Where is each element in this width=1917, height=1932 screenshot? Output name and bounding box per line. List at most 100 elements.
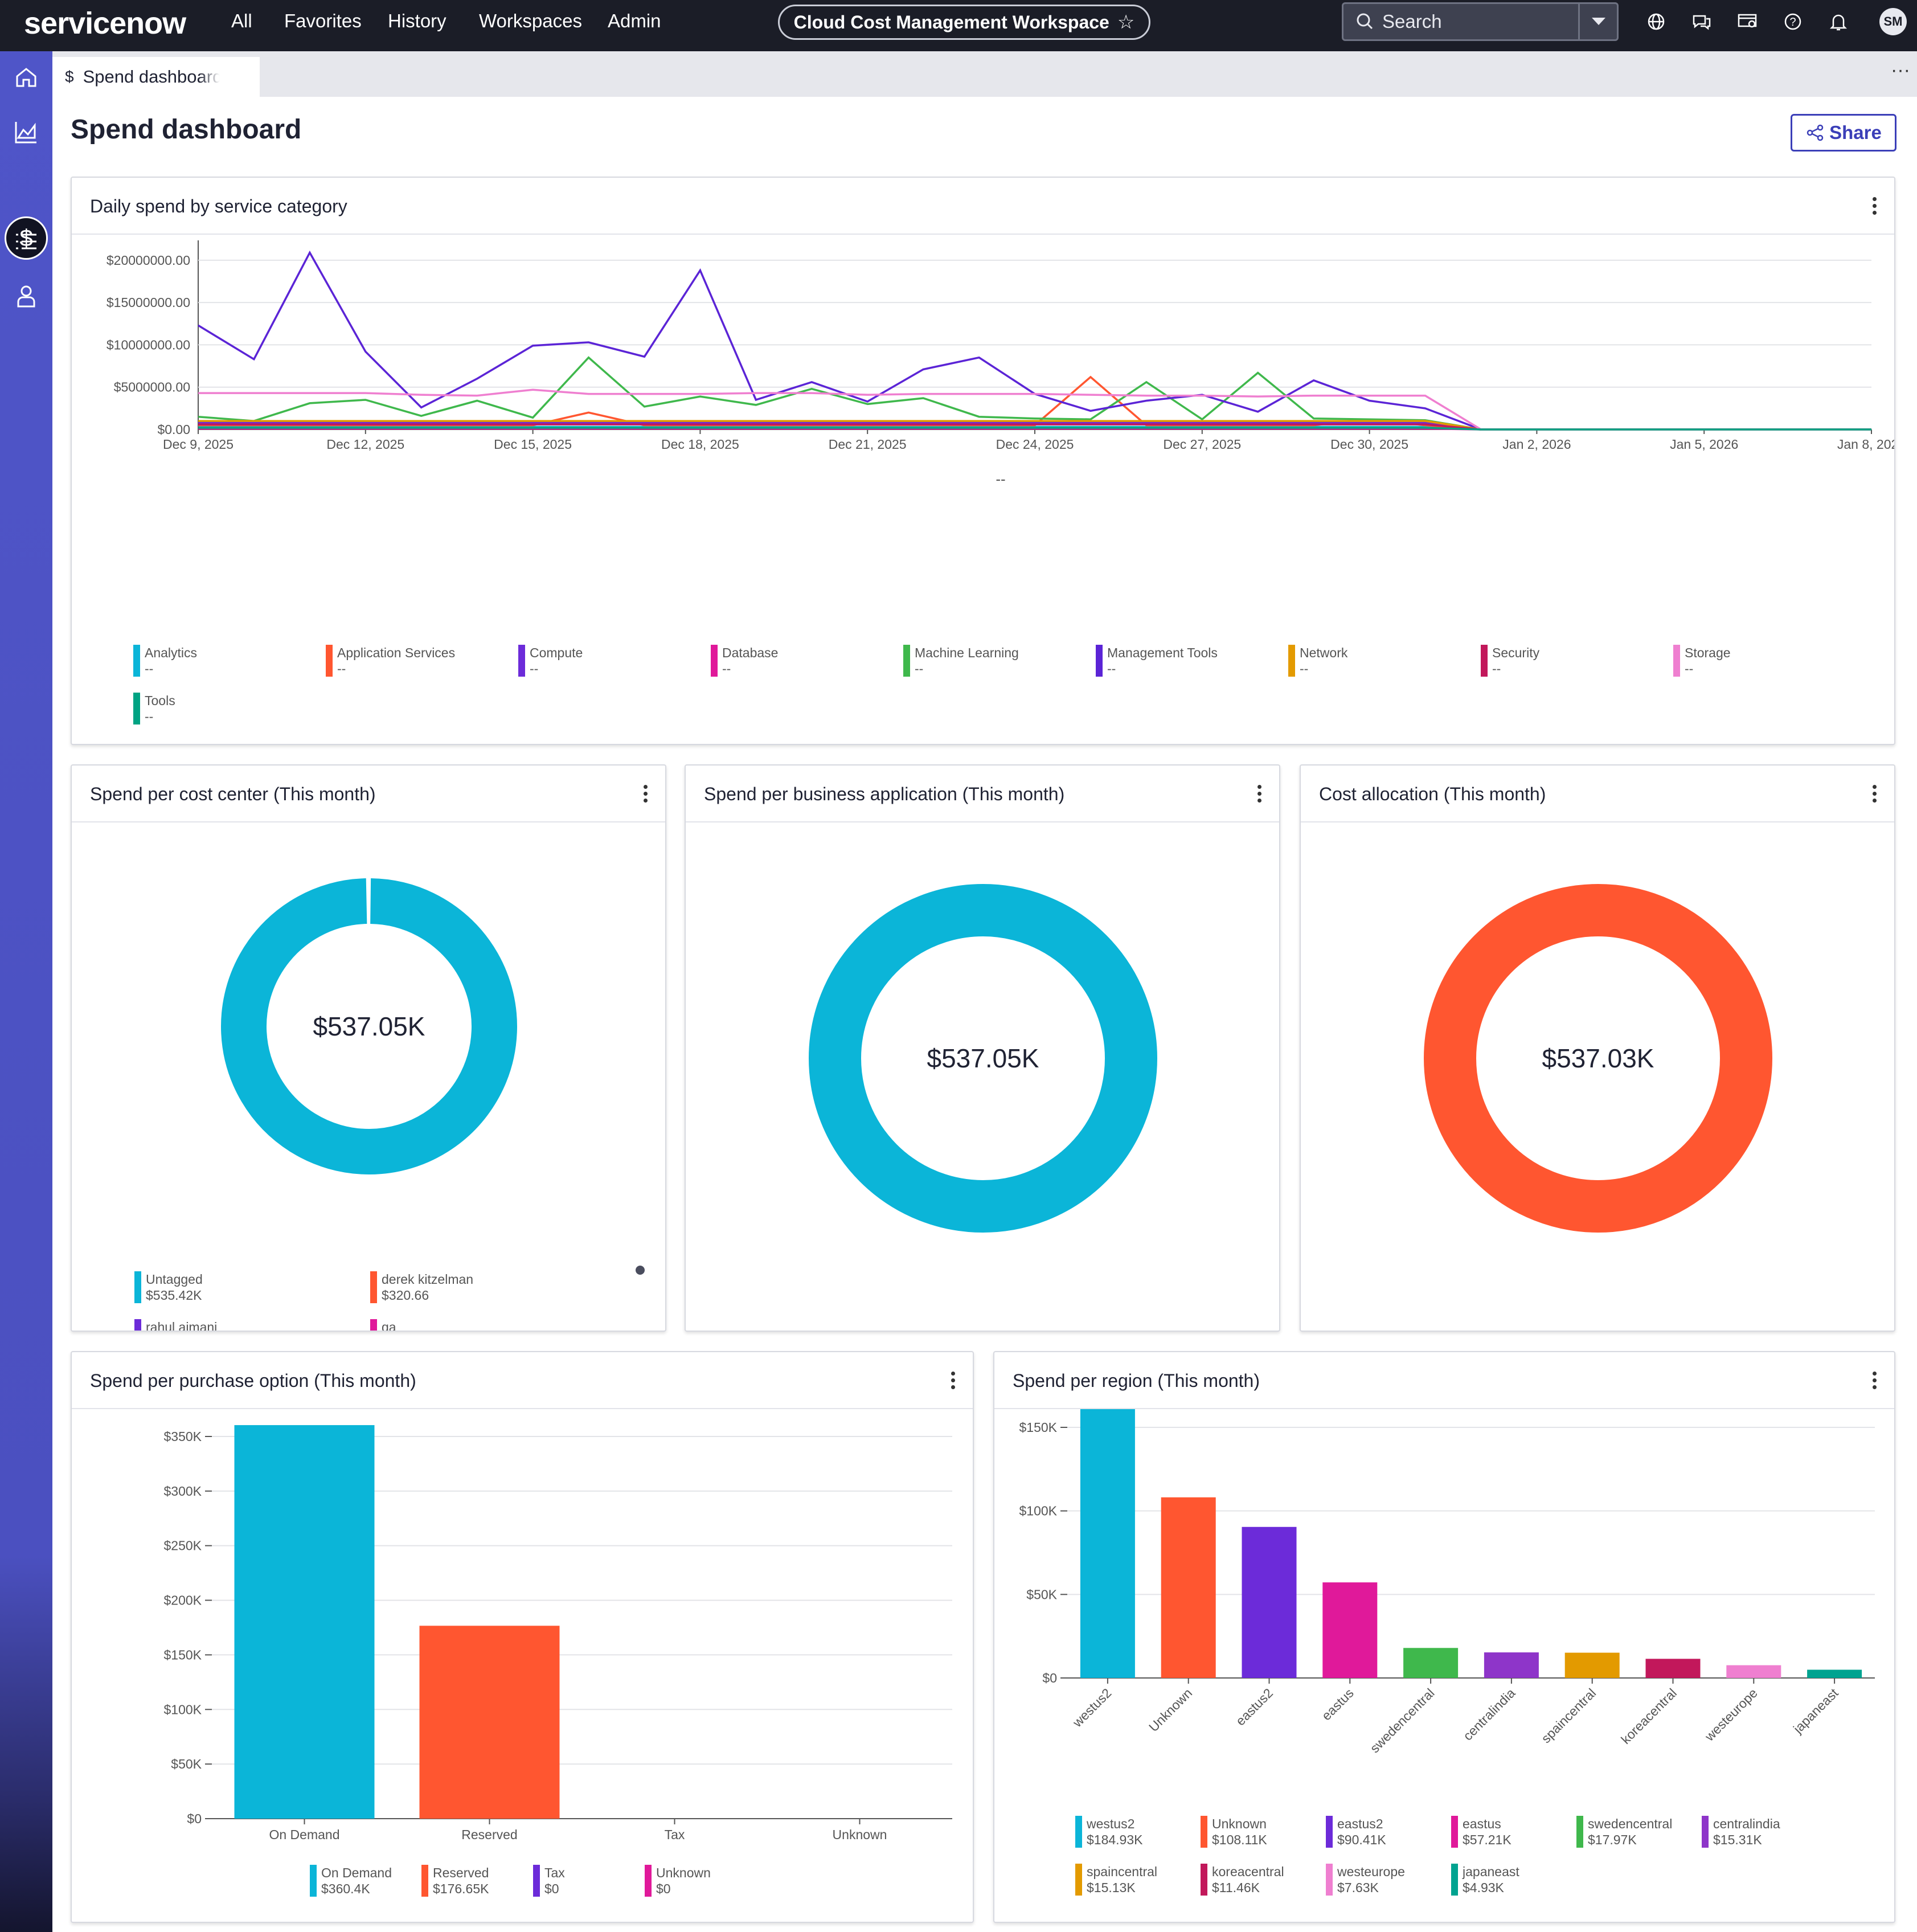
screen-icon[interactable] xyxy=(1736,10,1759,33)
nav-link-all[interactable]: All xyxy=(231,10,252,31)
x-tick-label: On Demand xyxy=(269,1827,339,1842)
more-options-icon[interactable] xyxy=(950,1372,956,1391)
bar-eastus[interactable] xyxy=(1322,1582,1378,1678)
legend-value: -- xyxy=(145,709,153,724)
avatar-initials: SM xyxy=(1883,14,1903,28)
tab-bar: $ Spend dashboard ··· xyxy=(52,51,1917,97)
more-options-icon[interactable] xyxy=(642,785,648,804)
legend-item-security[interactable]: Security-- xyxy=(1481,645,1540,677)
legend-swatch xyxy=(1673,645,1680,677)
legend-item-japaneast[interactable]: japaneast$4.93K xyxy=(1451,1864,1519,1896)
dollar-icon[interactable]: $ xyxy=(5,216,48,260)
nav-link-admin[interactable]: Admin xyxy=(608,10,661,31)
card-title: Spend per cost center (This month) xyxy=(90,784,376,804)
chat-icon[interactable] xyxy=(1690,10,1713,33)
search-input[interactable]: Search xyxy=(1342,2,1619,41)
legend-value: $57.21K xyxy=(1463,1832,1512,1847)
legend-item-tools[interactable]: Tools-- xyxy=(133,693,175,724)
y-tick-label: $350K xyxy=(163,1429,202,1444)
bar-unknown[interactable] xyxy=(1161,1497,1216,1678)
legend-swatch xyxy=(326,645,333,677)
x-tick-label: Unknown xyxy=(833,1827,887,1842)
legend-item-swedencentral[interactable]: swedencentral$17.97K xyxy=(1576,1816,1672,1848)
legend-swatch xyxy=(1096,645,1103,677)
more-options-icon[interactable] xyxy=(1256,785,1262,804)
x-axis-caption: -- xyxy=(996,470,1005,488)
servicenow-logo[interactable]: servicenow xyxy=(24,6,186,41)
bar-reserved[interactable] xyxy=(419,1626,560,1819)
legend-item-unknown[interactable]: Unknown$0 xyxy=(645,1865,711,1897)
bar-spaincentral[interactable] xyxy=(1564,1652,1620,1678)
legend-item-tax[interactable]: Tax$0 xyxy=(533,1865,565,1897)
workspace-selector[interactable]: Cloud Cost Management Workspace ☆ xyxy=(778,5,1150,40)
bell-icon[interactable] xyxy=(1827,10,1850,33)
legend-item-database[interactable]: Database-- xyxy=(711,645,778,677)
bar-japaneast[interactable] xyxy=(1807,1669,1862,1678)
nav-link-history[interactable]: History xyxy=(388,10,447,31)
more-options-icon[interactable] xyxy=(1871,1372,1877,1391)
bar-swedencentral[interactable] xyxy=(1403,1648,1459,1678)
search-label: Search xyxy=(1382,11,1442,32)
donut-slice-direct-cost xyxy=(1424,884,1772,1233)
legend-item-reserved[interactable]: Reserved$176.65K xyxy=(421,1865,489,1897)
legend-label: koreacentral xyxy=(1212,1864,1284,1879)
x-tick-label: Reserved xyxy=(461,1827,517,1842)
more-options-icon[interactable] xyxy=(1871,785,1877,804)
globe-icon[interactable] xyxy=(1645,10,1668,33)
legend-item-machine-learning[interactable]: Machine Learning-- xyxy=(903,645,1019,677)
legend-item-westeurope[interactable]: westeurope$7.63K xyxy=(1326,1864,1405,1896)
user-icon[interactable] xyxy=(13,283,40,310)
legend-item-storage[interactable]: Storage-- xyxy=(1673,645,1731,677)
legend-item-qa[interactable]: qa$162.1 xyxy=(370,1319,421,1331)
bar-westeurope[interactable] xyxy=(1726,1665,1781,1678)
legend-item-application-services[interactable]: Application Services-- xyxy=(326,645,455,677)
help-icon[interactable]: ? xyxy=(1781,10,1804,33)
legend-item-management-tools[interactable]: Management Tools-- xyxy=(1096,645,1218,677)
svg-text:?: ? xyxy=(1789,16,1796,28)
bar-eastus2[interactable] xyxy=(1242,1526,1297,1678)
legend-item-eastus2[interactable]: eastus2$90.41K xyxy=(1326,1816,1386,1848)
legend-item-derek-kitzelman[interactable]: derek kitzelman$320.66 xyxy=(370,1271,473,1303)
list-icon[interactable] xyxy=(13,228,40,255)
legend-label: derek kitzelman xyxy=(382,1272,473,1287)
more-options-icon[interactable] xyxy=(1871,197,1877,216)
legend-item-analytics[interactable]: Analytics-- xyxy=(133,645,197,677)
legend-label: centralindia xyxy=(1713,1816,1780,1831)
legend-scroll-indicator[interactable] xyxy=(636,1266,645,1275)
daily-spend-card: Daily spend by service category $0.00 $50… xyxy=(71,177,1895,745)
legend-item-network[interactable]: Network-- xyxy=(1288,645,1348,677)
bar-westus2[interactable] xyxy=(1080,1409,1135,1678)
legend-label: Reserved xyxy=(433,1865,489,1880)
legend-item-spaincentral[interactable]: spaincentral$15.13K xyxy=(1075,1864,1157,1896)
legend-item-untagged[interactable]: Untagged$535.42K xyxy=(134,1271,203,1303)
legend-item-centralindia[interactable]: centralindia$15.31K xyxy=(1702,1816,1780,1848)
legend-item-koreacentral[interactable]: koreacentral$11.46K xyxy=(1201,1864,1284,1896)
legend-item-rahul-ajmani[interactable]: rahul ajmani$229.62 xyxy=(134,1319,217,1331)
more-tabs-icon[interactable]: ··· xyxy=(1891,59,1910,81)
chart-icon[interactable] xyxy=(13,118,40,146)
search-scope-dropdown[interactable] xyxy=(1578,4,1617,39)
star-icon[interactable]: ☆ xyxy=(1117,11,1135,33)
tab-spend-dashboard[interactable]: $ Spend dashboard xyxy=(52,57,260,97)
search-icon xyxy=(1357,13,1373,30)
avatar[interactable]: SM xyxy=(1879,8,1907,35)
legend-item-eastus[interactable]: eastus$57.21K xyxy=(1451,1816,1512,1848)
bar-centralindia[interactable] xyxy=(1484,1652,1539,1678)
legend-swatch xyxy=(903,645,910,677)
legend-item-westus2[interactable]: westus2$184.93K xyxy=(1075,1816,1143,1848)
y-tick-label: $150K xyxy=(163,1647,202,1662)
legend-item-on-demand[interactable]: On Demand$360.4K xyxy=(310,1865,392,1897)
legend-label: Tax xyxy=(544,1865,565,1880)
share-button[interactable]: Share xyxy=(1791,114,1896,152)
legend-label: eastus2 xyxy=(1337,1816,1383,1831)
legend-item-unknown[interactable]: Unknown$108.11K xyxy=(1201,1816,1267,1848)
legend-item-compute[interactable]: Compute-- xyxy=(518,645,583,677)
nav-link-favorites[interactable]: Favorites xyxy=(284,10,362,31)
logo-text: servicenow xyxy=(24,6,186,40)
bar-koreacentral[interactable] xyxy=(1645,1659,1701,1678)
nav-link-workspaces[interactable]: Workspaces xyxy=(479,10,582,31)
y-tick-label: $150K xyxy=(1019,1420,1057,1435)
home-icon[interactable] xyxy=(13,64,40,91)
bar-on-demand[interactable] xyxy=(234,1425,375,1819)
x-tick-label: westus2 xyxy=(1070,1685,1115,1730)
